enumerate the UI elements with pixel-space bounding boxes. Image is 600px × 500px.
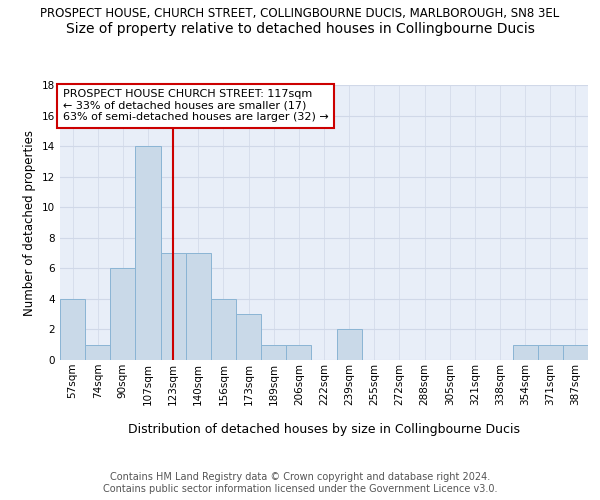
Bar [161, 253, 186, 360]
Bar [261, 344, 286, 360]
Bar [60, 299, 85, 360]
Bar [512, 344, 538, 360]
Bar [136, 146, 161, 360]
Bar [236, 314, 261, 360]
Text: PROSPECT HOUSE CHURCH STREET: 117sqm
← 33% of detached houses are smaller (17)
6: PROSPECT HOUSE CHURCH STREET: 117sqm ← 3… [62, 89, 328, 122]
Text: Size of property relative to detached houses in Collingbourne Ducis: Size of property relative to detached ho… [65, 22, 535, 36]
Bar [211, 299, 236, 360]
Bar [186, 253, 211, 360]
Bar [538, 344, 563, 360]
Bar [286, 344, 311, 360]
Bar [85, 344, 110, 360]
Text: Contains HM Land Registry data © Crown copyright and database right 2024.
Contai: Contains HM Land Registry data © Crown c… [103, 472, 497, 494]
Bar [110, 268, 136, 360]
Text: Distribution of detached houses by size in Collingbourne Ducis: Distribution of detached houses by size … [128, 422, 520, 436]
Y-axis label: Number of detached properties: Number of detached properties [23, 130, 37, 316]
Bar [337, 330, 362, 360]
Bar [563, 344, 588, 360]
Text: PROSPECT HOUSE, CHURCH STREET, COLLINGBOURNE DUCIS, MARLBOROUGH, SN8 3EL: PROSPECT HOUSE, CHURCH STREET, COLLINGBO… [40, 8, 560, 20]
